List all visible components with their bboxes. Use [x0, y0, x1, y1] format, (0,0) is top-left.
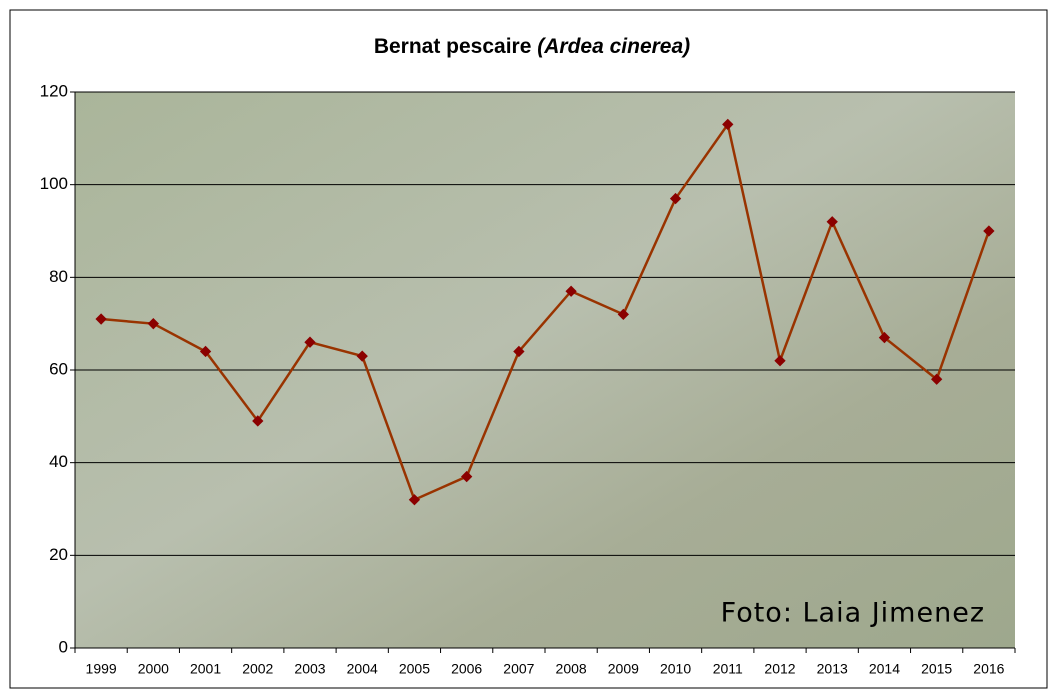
x-tick-label: 2013	[817, 661, 848, 677]
y-tick-label: 0	[59, 637, 68, 656]
title-main: Bernat pescaire	[374, 35, 532, 58]
x-tick-label: 2012	[764, 661, 795, 677]
x-tick-label: 2010	[660, 661, 691, 677]
photo-credit: Foto: Laia Jimenez	[721, 598, 985, 629]
x-tick-label: 2006	[451, 661, 482, 677]
x-tick-label: 2005	[399, 661, 430, 677]
x-tick-label: 2015	[921, 661, 952, 677]
x-tick-label: 2008	[556, 661, 587, 677]
x-tick-label: 2007	[503, 661, 534, 677]
x-tick-label: 2003	[294, 661, 325, 677]
x-tick-label: 2016	[973, 661, 1004, 677]
title-species: (Ardea cinerea)	[537, 35, 690, 58]
x-tick-label: 2009	[608, 661, 639, 677]
page: Bernat pescaire (Ardea cinerea) Foto: La…	[0, 0, 1058, 689]
x-tick-label: 1999	[86, 661, 117, 677]
x-tick-label: 2002	[242, 661, 273, 677]
x-tick-label: 2000	[138, 661, 169, 677]
x-tick-label: 2011	[713, 661, 743, 677]
y-tick-label: 40	[49, 452, 68, 471]
x-tick-label: 2004	[347, 661, 378, 677]
x-tick-label: 2014	[869, 661, 900, 677]
y-tick-label: 80	[49, 267, 68, 286]
chart-title: Bernat pescaire (Ardea cinerea)	[374, 35, 690, 58]
y-tick-label: 20	[49, 545, 68, 564]
y-tick-label: 60	[49, 359, 68, 378]
y-tick-label: 120	[40, 81, 68, 100]
y-tick-label: 100	[40, 174, 68, 193]
x-tick-label: 2001	[190, 661, 221, 677]
chart: Bernat pescaire (Ardea cinerea) Foto: La…	[0, 0, 1058, 689]
